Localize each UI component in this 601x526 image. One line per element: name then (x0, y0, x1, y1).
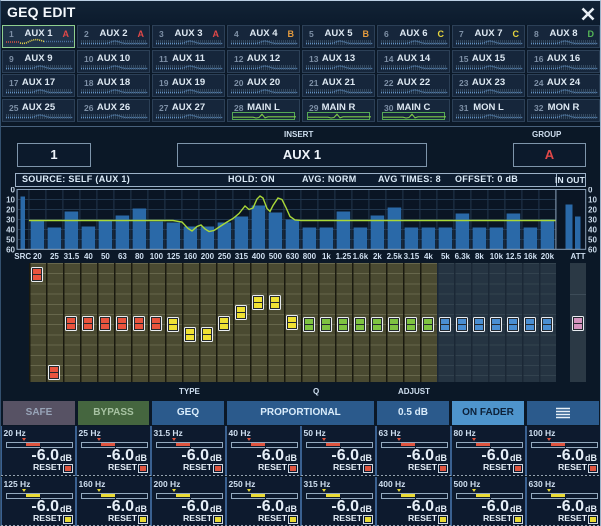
svg-text:ATT: ATT (571, 252, 586, 261)
svg-text:50: 50 (101, 252, 110, 261)
svg-text:12.5: 12.5 (506, 252, 522, 261)
svg-text:50: 50 (6, 235, 15, 244)
svg-text:100: 100 (150, 252, 164, 261)
svg-text:10k: 10k (490, 252, 504, 261)
svg-text:10: 10 (588, 195, 597, 204)
svg-text:8k: 8k (475, 252, 484, 261)
svg-text:200: 200 (201, 252, 215, 261)
svg-text:500: 500 (269, 252, 283, 261)
svg-text:50: 50 (588, 235, 597, 244)
svg-text:16k: 16k (524, 252, 538, 261)
svg-text:1.25: 1.25 (336, 252, 352, 261)
svg-text:30: 30 (6, 215, 15, 224)
svg-text:SRC: SRC (14, 252, 31, 261)
svg-text:1k: 1k (322, 252, 331, 261)
svg-text:30: 30 (588, 215, 597, 224)
svg-text:800: 800 (303, 252, 317, 261)
svg-text:20: 20 (6, 205, 15, 214)
svg-text:40: 40 (588, 225, 597, 234)
svg-text:20: 20 (33, 252, 42, 261)
svg-text:60: 60 (588, 245, 597, 254)
svg-text:0: 0 (588, 187, 593, 194)
svg-text:40: 40 (6, 225, 15, 234)
svg-text:3.15: 3.15 (404, 252, 420, 261)
svg-text:160: 160 (184, 252, 198, 261)
svg-text:630: 630 (286, 252, 300, 261)
svg-text:125: 125 (167, 252, 181, 261)
svg-text:10: 10 (6, 195, 15, 204)
svg-text:40: 40 (84, 252, 93, 261)
svg-text:63: 63 (118, 252, 127, 261)
svg-text:20k: 20k (541, 252, 555, 261)
svg-text:20: 20 (588, 205, 597, 214)
svg-text:5k: 5k (441, 252, 450, 261)
svg-text:0: 0 (11, 187, 16, 194)
svg-text:315: 315 (235, 252, 249, 261)
svg-text:6.3k: 6.3k (455, 252, 471, 261)
svg-text:2.5k: 2.5k (387, 252, 403, 261)
svg-text:2k: 2k (373, 252, 382, 261)
svg-text:400: 400 (252, 252, 266, 261)
svg-text:25: 25 (50, 252, 59, 261)
svg-text:250: 250 (218, 252, 232, 261)
svg-text:80: 80 (135, 252, 144, 261)
svg-text:60: 60 (6, 245, 15, 254)
svg-text:1.6k: 1.6k (353, 252, 369, 261)
svg-text:4k: 4k (424, 252, 433, 261)
svg-text:31.5: 31.5 (64, 252, 80, 261)
